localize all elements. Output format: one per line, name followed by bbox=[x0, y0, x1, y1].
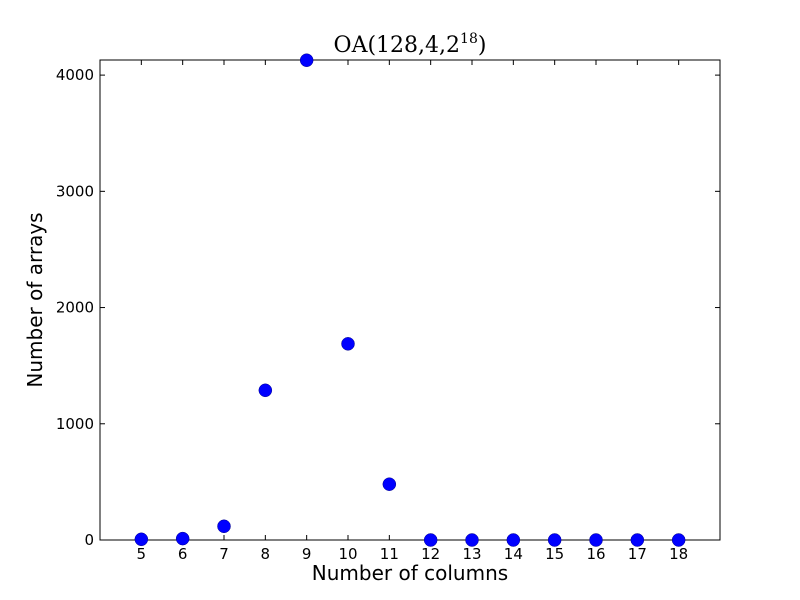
x-tick-label: 13 bbox=[462, 545, 481, 563]
data-point bbox=[258, 383, 273, 398]
y-axis-ticks: 0 1000 2000 3000 4000 bbox=[56, 66, 720, 549]
x-tick-label: 11 bbox=[380, 545, 399, 563]
x-tick-label: 18 bbox=[669, 545, 688, 563]
data-point bbox=[547, 533, 562, 547]
data-point bbox=[506, 533, 521, 547]
chart-title-close: ) bbox=[478, 33, 487, 58]
data-point bbox=[423, 533, 438, 547]
x-axis-label: Number of columns bbox=[312, 561, 508, 585]
y-tick-label: 3000 bbox=[56, 182, 94, 200]
x-tick-label: 16 bbox=[586, 545, 605, 563]
chart-title-exponent: 18 bbox=[460, 31, 478, 47]
x-tick-label: 8 bbox=[261, 545, 271, 563]
chart-title: OA(128,4,218) bbox=[334, 31, 487, 58]
data-point bbox=[382, 477, 397, 491]
data-point bbox=[134, 532, 149, 547]
x-tick-label: 14 bbox=[504, 545, 523, 563]
data-point bbox=[217, 519, 231, 534]
plot-area bbox=[99, 59, 721, 541]
y-tick-label: 2000 bbox=[56, 299, 94, 317]
x-tick-label: 7 bbox=[219, 545, 229, 563]
x-tick-label: 15 bbox=[545, 545, 564, 563]
data-point bbox=[175, 531, 190, 546]
y-tick-label: 0 bbox=[84, 531, 94, 549]
data-point bbox=[671, 533, 686, 547]
x-tick-label: 17 bbox=[628, 545, 647, 563]
x-tick-label: 5 bbox=[137, 545, 147, 563]
y-tick-label: 4000 bbox=[56, 66, 94, 84]
x-axis-ticks: 5 6 7 8 9 10 11 12 13 14 15 16 17 18 bbox=[137, 60, 688, 563]
x-tick-label: 10 bbox=[338, 545, 357, 563]
x-tick-label: 6 bbox=[178, 545, 188, 563]
data-point bbox=[589, 533, 603, 547]
data-point bbox=[299, 53, 314, 67]
data-point bbox=[465, 533, 479, 547]
data-points bbox=[134, 53, 686, 547]
chart-title-main: OA(128,4,2 bbox=[334, 33, 460, 58]
x-tick-label: 9 bbox=[302, 545, 312, 563]
data-point bbox=[630, 533, 645, 547]
data-point bbox=[341, 337, 355, 351]
y-tick-label: 1000 bbox=[56, 415, 94, 433]
x-tick-label: 12 bbox=[421, 545, 440, 563]
y-axis-label: Number of arrays bbox=[23, 212, 47, 387]
